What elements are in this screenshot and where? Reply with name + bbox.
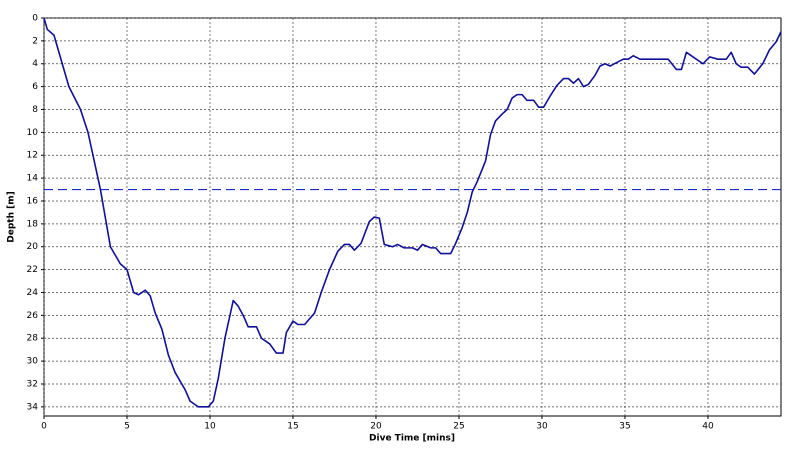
- y-tick-label: 12: [27, 151, 38, 161]
- x-tick-label: 35: [619, 422, 630, 432]
- x-tick-label: 15: [287, 422, 298, 432]
- y-tick-label: 32: [27, 379, 38, 389]
- y-tick-label: 0: [32, 14, 38, 24]
- plot-area: [43, 17, 782, 417]
- y-tick-label: 16: [27, 196, 39, 206]
- y-tick-label: 18: [27, 219, 39, 229]
- y-axis-title: Depth [m]: [7, 191, 17, 242]
- y-tick-label: 34: [27, 402, 39, 412]
- depth-line: [43, 17, 782, 408]
- y-tick-label: 2: [32, 36, 38, 46]
- x-tick-label: 20: [370, 422, 382, 432]
- x-tick-label: 5: [124, 422, 130, 432]
- y-tick-label: 10: [27, 128, 39, 138]
- y-tick-label: 24: [27, 288, 39, 298]
- y-tick-label: 8: [32, 105, 38, 115]
- y-tick-label: 28: [27, 334, 39, 344]
- x-tick-label: 0: [41, 422, 47, 432]
- x-axis-title: Dive Time [mins]: [369, 434, 455, 444]
- y-tick-label: 30: [27, 357, 39, 367]
- y-tick-label: 14: [27, 174, 39, 184]
- x-tick-label: 30: [536, 422, 548, 432]
- y-tick-label: 6: [32, 82, 38, 92]
- x-tick-label: 10: [204, 422, 216, 432]
- y-tick-label: 20: [27, 242, 39, 252]
- y-tick-label: 4: [32, 59, 38, 69]
- x-tick-label: 25: [453, 422, 464, 432]
- y-tick-label: 22: [27, 265, 38, 275]
- y-tick-label: 26: [27, 311, 39, 321]
- x-tick-label: 40: [702, 422, 714, 432]
